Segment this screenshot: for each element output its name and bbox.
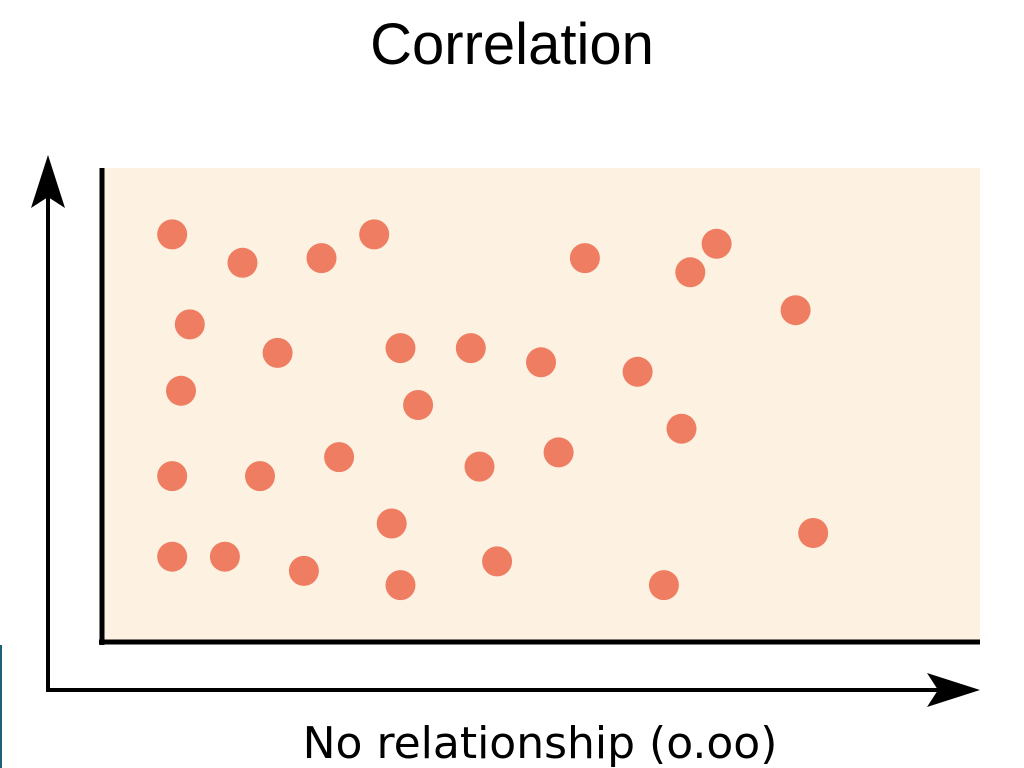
chart-caption: No relationship (o.oo): [303, 718, 778, 768]
data-point: [209, 541, 240, 572]
data-point: [245, 461, 275, 492]
data-point: [569, 243, 600, 274]
y-axis-arrowhead: [31, 155, 65, 208]
data-point: [166, 375, 196, 406]
data-point: [157, 541, 188, 572]
data-point: [701, 228, 732, 259]
data-point: [482, 546, 513, 577]
data-point: [385, 333, 416, 364]
data-point: [157, 219, 188, 250]
data-point: [622, 356, 653, 387]
data-point: [324, 442, 355, 473]
x-axis-arrowhead: [927, 673, 980, 707]
data-point: [675, 257, 706, 288]
data-point: [385, 570, 416, 601]
plot-background: [102, 168, 980, 642]
data-point: [288, 555, 319, 586]
data-point: [648, 570, 679, 601]
data-point: [464, 451, 495, 482]
data-point: [403, 390, 434, 420]
data-point: [227, 247, 258, 278]
data-points: [157, 219, 829, 601]
data-point: [780, 295, 811, 326]
data-point: [543, 437, 574, 468]
slide-title: Correlation: [370, 12, 654, 77]
data-point: [306, 243, 337, 274]
data-point: [666, 413, 697, 444]
data-point: [455, 333, 486, 364]
data-point: [174, 309, 205, 340]
data-point: [262, 337, 293, 368]
data-point: [526, 347, 556, 378]
data-point: [157, 461, 188, 492]
data-point: [798, 518, 829, 548]
left-edge-accent: [0, 645, 2, 768]
data-point: [359, 219, 390, 250]
data-point: [376, 508, 407, 539]
